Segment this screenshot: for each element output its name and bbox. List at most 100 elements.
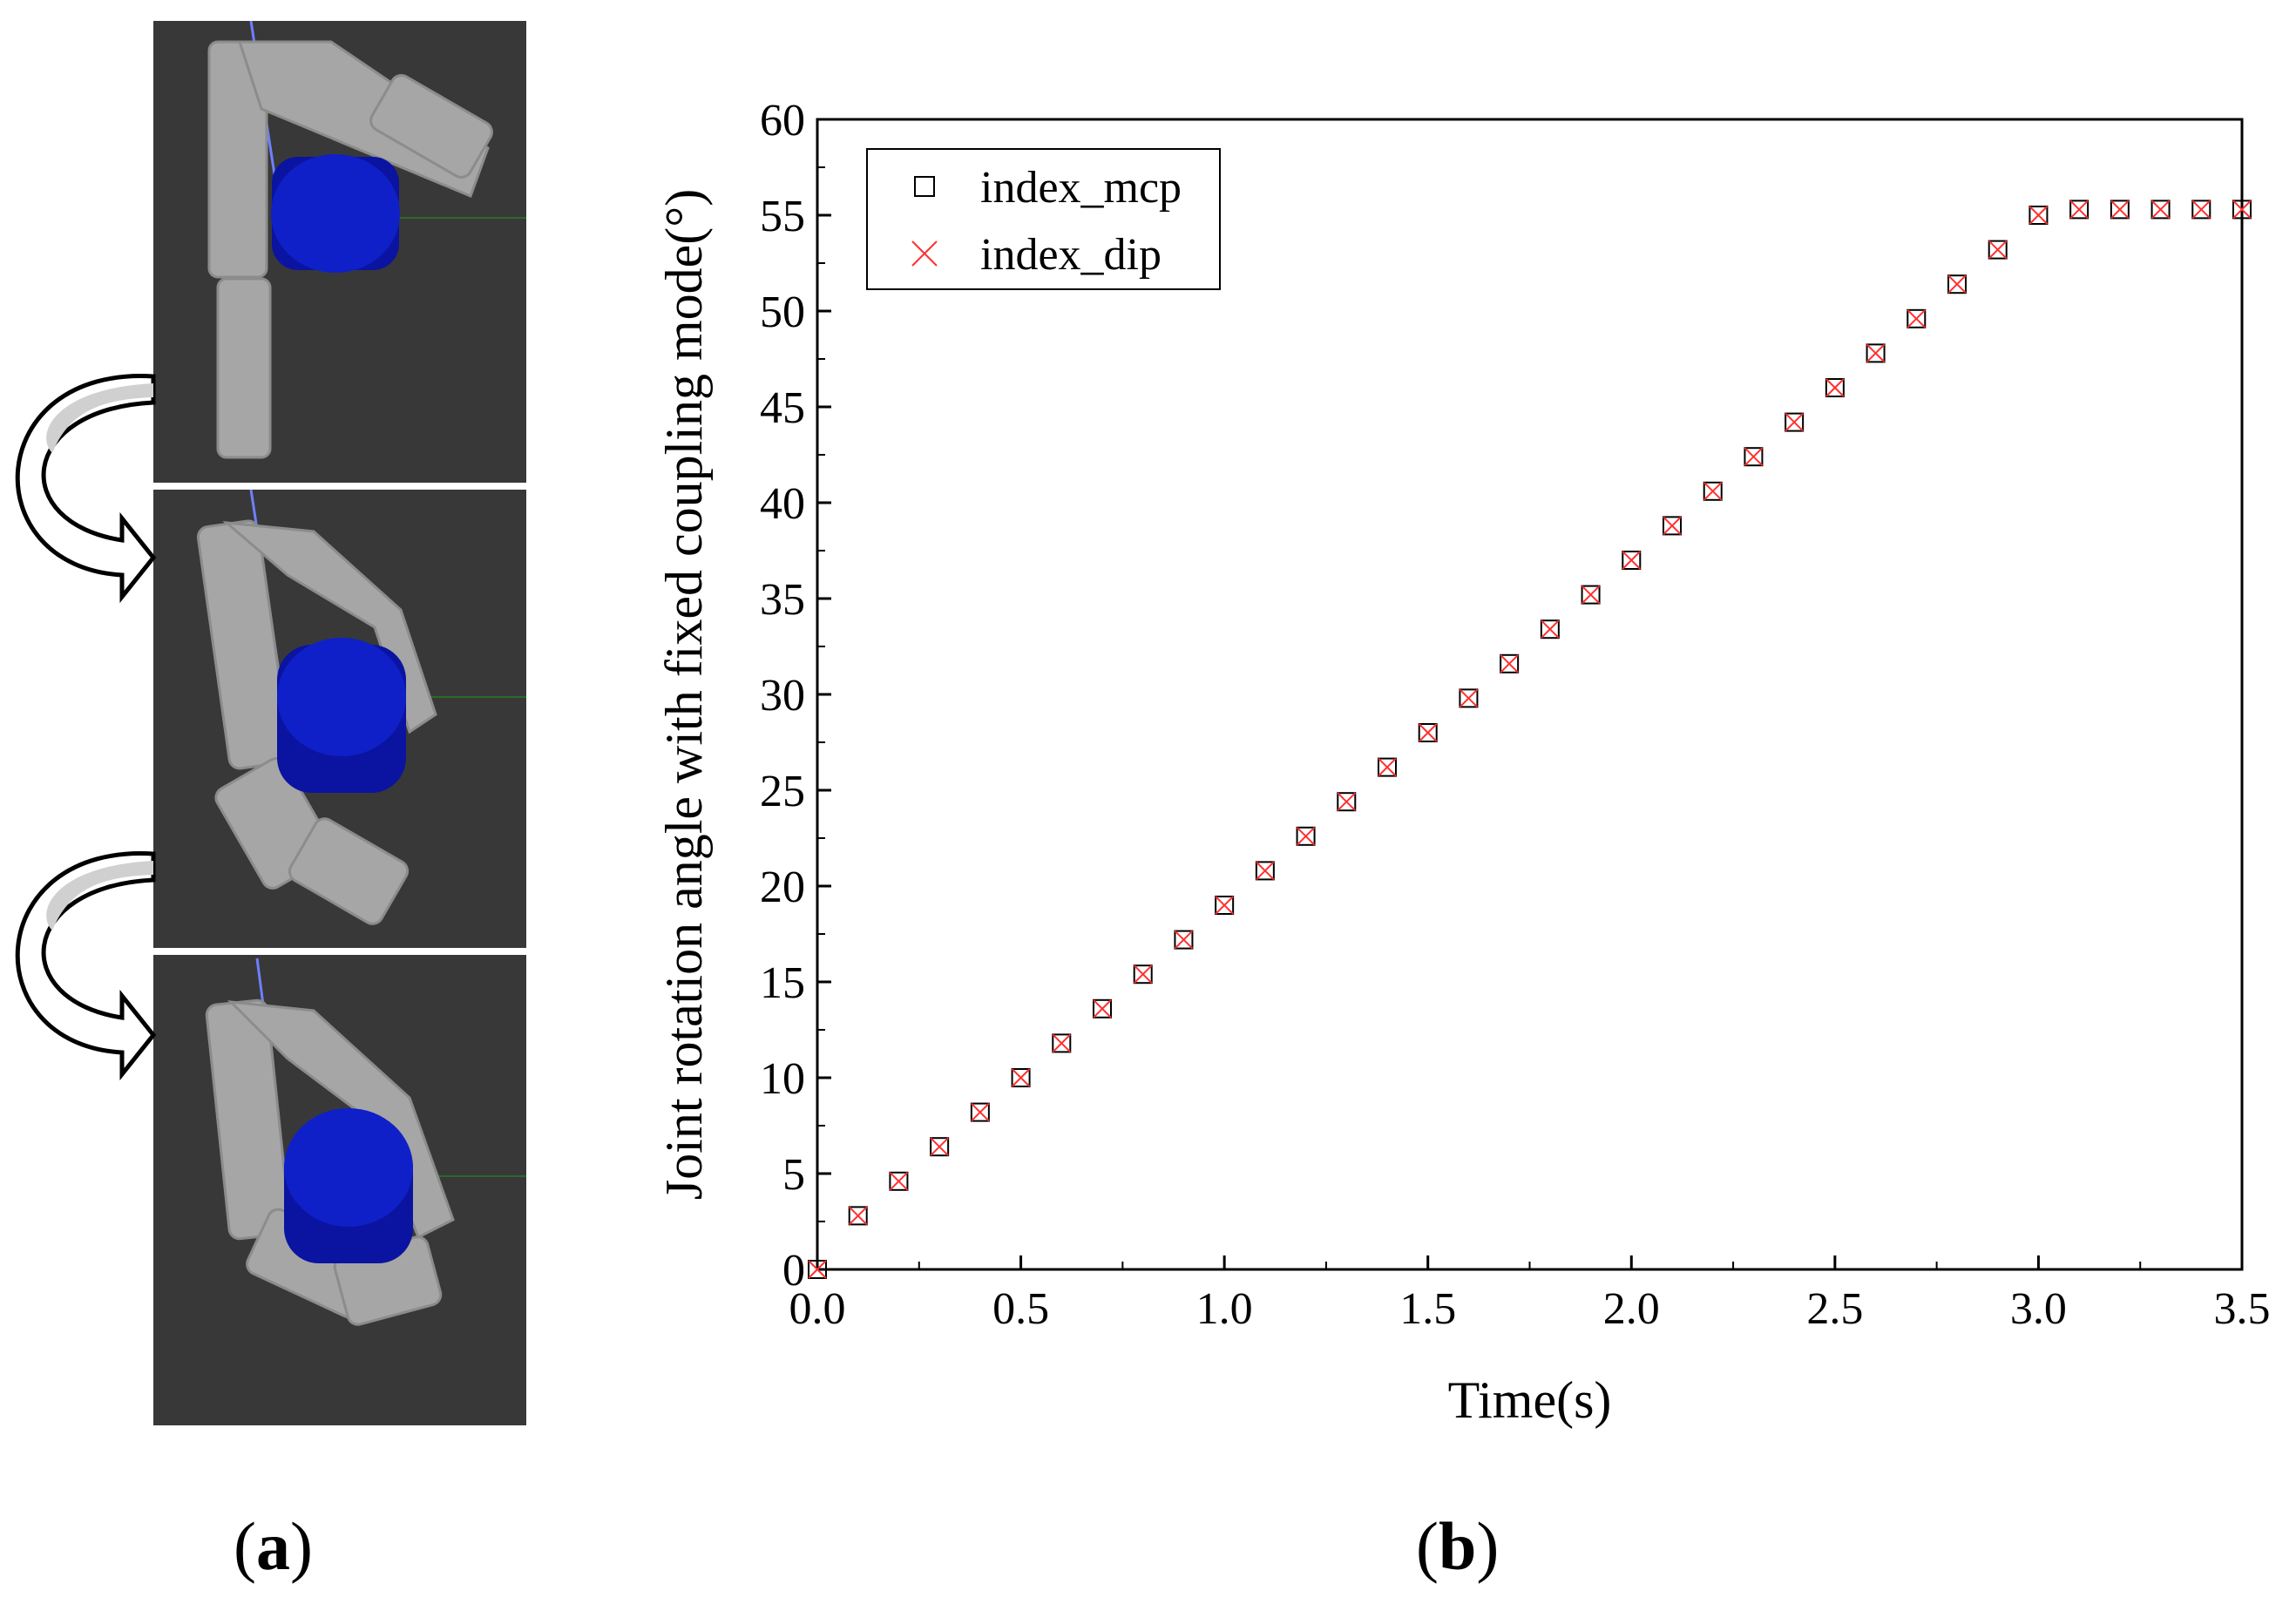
x-tick-label: 3.5	[2214, 1284, 2271, 1334]
index_mcp-point	[2150, 200, 2171, 220]
index_dip-point-stroke	[971, 1102, 990, 1122]
index_dip-point-stroke	[1134, 964, 1153, 984]
legend-marker-index-mcp	[914, 176, 935, 197]
snapshot-2-finger	[196, 519, 437, 925]
panel-a-label-close: )	[289, 1508, 313, 1584]
index_dip-point	[1215, 896, 1234, 915]
index_mcp-point	[1622, 551, 1642, 570]
index_dip-point	[1500, 654, 1519, 673]
index_mcp-point	[2191, 200, 2211, 220]
y-tick-label: 0	[782, 1246, 805, 1296]
panel-a-label: (a)	[234, 1507, 313, 1586]
index_dip-point-stroke	[2028, 206, 2049, 225]
index_dip-point-stroke	[1866, 343, 1886, 363]
x-axis-ticks: 0.0 0.5 1.0 1.5 2.0 2.5 3.0 3.5	[789, 1255, 2271, 1334]
index_dip-point-stroke	[1011, 1068, 1031, 1087]
y-tick-label: 40	[760, 479, 805, 529]
snapshot-3-cylinder	[284, 1108, 413, 1263]
index_dip-point-stroke	[808, 1260, 827, 1279]
index_mcp-point	[1866, 343, 1886, 363]
index_mcp-point	[1459, 688, 1479, 708]
x-tick-label: 1.0	[1196, 1284, 1253, 1334]
y-tick-label: 60	[760, 96, 805, 145]
index_dip-point	[1947, 274, 1967, 294]
index_dip-point	[1337, 792, 1356, 811]
y-tick-label: 15	[760, 958, 805, 1008]
panel-b-label-open: (	[1416, 1508, 1439, 1584]
index_mcp-point	[889, 1171, 909, 1191]
index_mcp-point	[1500, 653, 1520, 673]
snapshot-1-finger	[207, 40, 493, 459]
index_dip-point	[1785, 412, 1804, 432]
index_dip-point	[1134, 964, 1153, 984]
index_dip-point	[2150, 200, 2171, 220]
index_dip-point-stroke	[1215, 896, 1234, 915]
index_dip-point-stroke	[1988, 240, 2008, 260]
index_dip-point-stroke	[1907, 309, 1926, 328]
index_mcp-point	[1215, 896, 1235, 915]
y-tick-label: 20	[760, 863, 805, 912]
snapshot-divider-2	[153, 948, 526, 955]
index_mcp-point	[1988, 240, 2008, 260]
legend-x-stroke	[911, 240, 938, 267]
plot-frame	[816, 118, 2244, 1271]
legend-marker-index-dip	[911, 240, 938, 267]
index_dip-point-stroke	[1622, 551, 1641, 570]
index_dip-point	[1378, 757, 1397, 777]
index_dip-point	[1052, 1033, 1071, 1053]
x-tick-label: 3.0	[2010, 1284, 2067, 1334]
y-tick-label: 25	[760, 767, 805, 816]
legend: index_mcp index_dip	[866, 148, 1221, 290]
panel-a-label-letter: a	[255, 1508, 290, 1584]
index_dip-point-stroke	[1296, 827, 1316, 846]
x-tick-label: 0.0	[789, 1284, 846, 1334]
index_dip-point	[808, 1260, 827, 1279]
index_dip-point	[2069, 200, 2089, 220]
index_dip-point	[1988, 240, 2008, 260]
index_dip-point	[1011, 1068, 1031, 1087]
index_dip-point	[1541, 619, 1560, 639]
y-axis-label: Joint rotation angle with fixed coupling…	[655, 189, 713, 1200]
index_dip-point-stroke	[1093, 999, 1112, 1018]
index_dip-point	[849, 1206, 868, 1226]
index_mcp-point	[1540, 619, 1560, 639]
index_dip-point-stroke	[2069, 200, 2089, 220]
index_dip-point	[1256, 861, 1275, 881]
index_dip-point	[2028, 206, 2049, 225]
index_mcp-point	[1378, 757, 1397, 777]
index_dip-point	[1459, 688, 1479, 708]
index_dip-point	[1907, 309, 1926, 328]
transition-arrow-1	[15, 374, 157, 604]
data-markers	[808, 200, 2252, 1279]
index_mcp-point	[1052, 1033, 1072, 1053]
index_dip-point-stroke	[2150, 200, 2171, 220]
index_dip-point	[2110, 200, 2130, 220]
index_dip-point-stroke	[2191, 200, 2211, 220]
y-tick-label: 35	[760, 575, 805, 625]
index_mcp-point	[1011, 1068, 1031, 1087]
index_dip-point-stroke	[849, 1206, 868, 1226]
index_mcp-point	[1093, 998, 1112, 1018]
chart: 0.0 0.5 1.0 1.5 2.0 2.5 3.0 3.5 0 5 10 15 20 25 30 35 4…	[655, 96, 2271, 1429]
index_dip-point	[2191, 200, 2211, 220]
index_dip-point	[1703, 482, 1723, 501]
index_dip-point	[889, 1172, 909, 1191]
index_mcp-point	[2069, 200, 2089, 220]
index_dip-point-stroke	[889, 1172, 909, 1191]
panel-b-label-close: )	[1476, 1508, 1500, 1584]
index_dip-point	[971, 1102, 990, 1122]
index_dip-point-stroke	[1500, 654, 1519, 673]
x-tick-label: 0.5	[992, 1284, 1049, 1334]
index_dip-point	[1622, 551, 1641, 570]
snapshot-2-cylinder	[277, 638, 406, 793]
index_mcp-point	[1703, 481, 1723, 501]
index_mcp-point	[1418, 723, 1438, 742]
index_dip-point-stroke	[1785, 412, 1804, 432]
index_mcp-point	[1133, 964, 1153, 985]
index_dip-point-stroke	[2110, 200, 2130, 220]
transition-arrow-2	[15, 851, 157, 1081]
y-tick-label: 10	[760, 1054, 805, 1104]
y-tick-label: 30	[760, 671, 805, 721]
index_mcp-point	[848, 1206, 868, 1226]
